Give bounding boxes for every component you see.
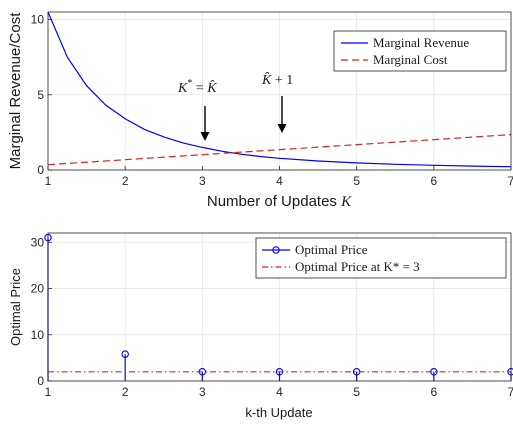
annotation-k-hat-plus-one-label: K̂ + 1 <box>261 72 293 88</box>
top-x-tick-label: 3 <box>199 174 206 188</box>
top-series-layer <box>47 11 512 168</box>
marginal-revenue-line <box>47 11 512 168</box>
annotation-k-hat-plus-one-arrowhead <box>277 124 287 133</box>
bottom-legend: Optimal Price Optimal Price at K* = 3 <box>255 237 507 279</box>
top-x-tick-label: 6 <box>430 174 437 188</box>
top-x-tick-label: 7 <box>508 174 513 188</box>
top-ticks: 1 2 3 4 5 6 7 0 5 10 <box>31 13 513 188</box>
bottom-x-tick-label: 5 <box>353 385 360 399</box>
top-x-tick-label: 2 <box>122 174 129 188</box>
marginal-plot: 1 2 3 4 5 6 7 0 5 10 K* = K̂ K̂ + 1 Marginal Reve… <box>7 11 513 210</box>
bottom-x-tick-label: 2 <box>122 385 129 399</box>
bottom-legend-box <box>255 237 507 279</box>
legend-marginal-cost-label: Marginal Cost <box>373 52 448 67</box>
bottom-x-tick-label: 6 <box>430 385 437 399</box>
bottom-x-tick-label: 3 <box>199 385 206 399</box>
bottom-x-tick-label: 4 <box>276 385 283 399</box>
top-y-tick-label: 10 <box>31 13 45 27</box>
top-y-tick-label: 0 <box>37 163 44 177</box>
top-x-tick-label: 4 <box>276 174 283 188</box>
top-y-tick-label: 5 <box>37 88 44 102</box>
top-y-axis-label: Marginal Revenue/Cost <box>7 12 24 170</box>
bottom-y-axis-label: Optimal Price <box>8 268 23 346</box>
annotation-k-star-arrowhead <box>200 132 210 141</box>
legend-optimal-price-marker <box>272 246 280 254</box>
bottom-y-tick-label: 10 <box>31 328 45 342</box>
legend-marginal-revenue-label: Marginal Revenue <box>373 35 469 50</box>
bottom-y-tick-label: 30 <box>31 235 45 249</box>
annotation-k-star-label: K* = K̂ <box>177 78 217 96</box>
top-legend: Marginal Revenue Marginal Cost <box>333 30 507 72</box>
marginal-cost-line <box>47 134 512 166</box>
legend-optimal-price-label: Optimal Price <box>295 242 368 257</box>
top-x-axis-label: Number of Updates K <box>207 193 352 210</box>
top-x-tick-label: 5 <box>353 174 360 188</box>
optimal-price-plot: 1 2 3 4 5 6 7 0 10 20 30 Optimal Price Optimal Pri… <box>8 232 513 420</box>
bottom-x-axis-label: k-th Update <box>245 405 312 420</box>
bottom-y-tick-label: 0 <box>37 374 44 388</box>
optimal-price-marker <box>121 350 129 358</box>
annotation-k-hat-plus-one: K̂ + 1 <box>261 72 293 133</box>
legend-optimal-price-k3-label: Optimal Price at K* = 3 <box>295 259 420 274</box>
bottom-y-tick-label: 20 <box>31 282 45 296</box>
top-x-tick-label: 1 <box>45 174 52 188</box>
annotation-k-star: K* = K̂ <box>177 78 217 141</box>
top-legend-box <box>333 30 507 72</box>
bottom-x-tick-label: 7 <box>508 385 513 399</box>
bottom-x-tick-label: 1 <box>45 385 52 399</box>
bottom-ticks: 1 2 3 4 5 6 7 0 10 20 30 <box>31 235 513 399</box>
